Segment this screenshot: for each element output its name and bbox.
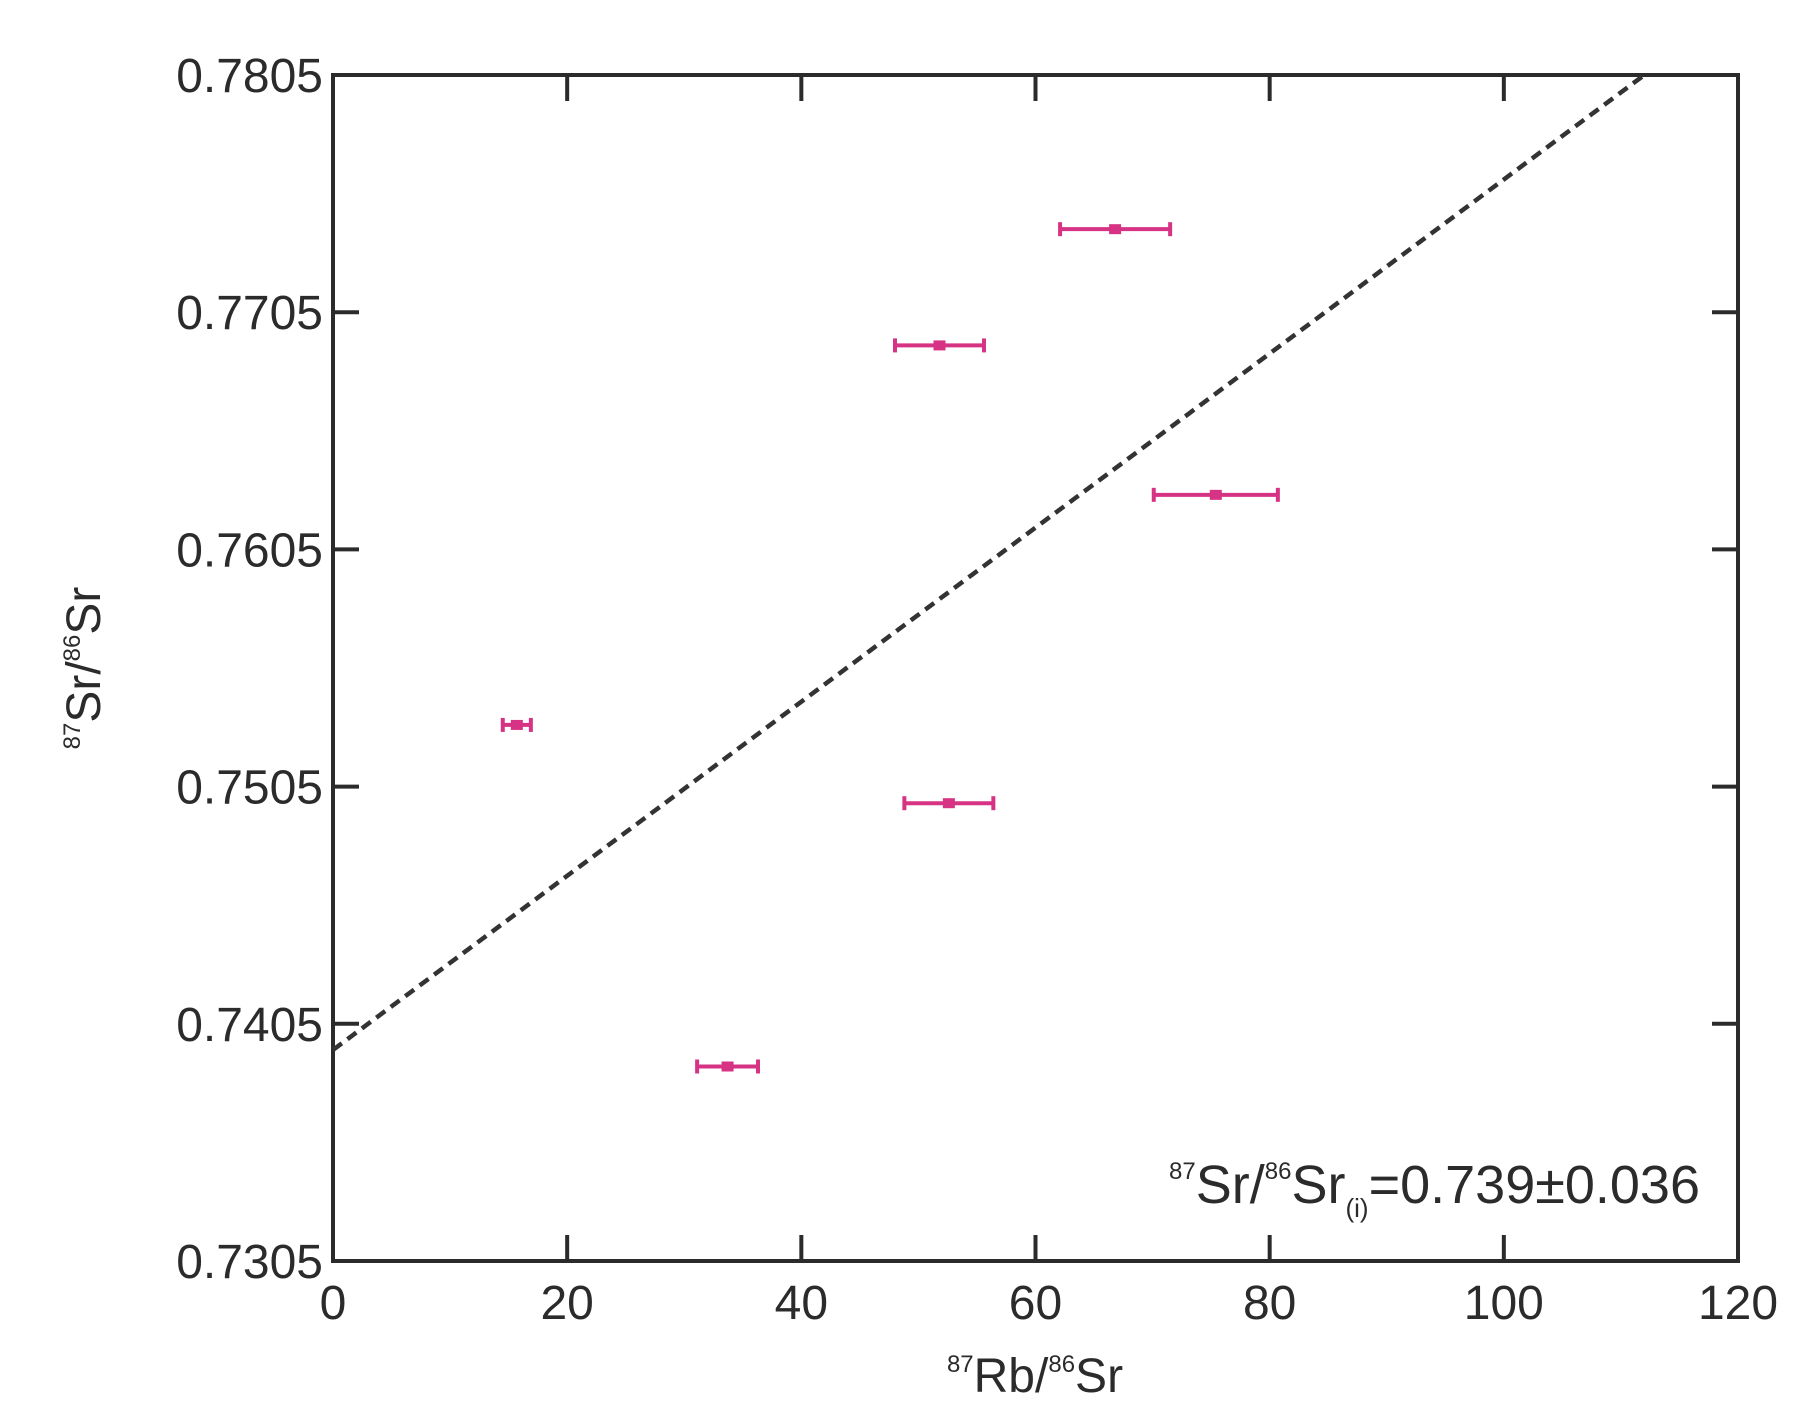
x-tick-label: 120 bbox=[1698, 1277, 1778, 1330]
point-marker bbox=[1209, 489, 1222, 500]
data-point-1 bbox=[500, 717, 533, 732]
y-tick-label: 0.7805 bbox=[176, 50, 323, 103]
y-tick-label: 0.7705 bbox=[176, 287, 323, 340]
data-point-2 bbox=[695, 1059, 761, 1074]
x-axis-ticks: 0 20 40 60 80 100 120 bbox=[320, 75, 1778, 1330]
x-tick-label: 100 bbox=[1464, 1277, 1544, 1330]
y-tick-label: 0.7305 bbox=[176, 1236, 323, 1289]
x-axis-title: 87Rb/86Sr bbox=[947, 1350, 1123, 1403]
x-tick-label: 80 bbox=[1243, 1277, 1296, 1330]
y-axis-ticks: 0.7305 0.7405 0.7505 0.7605 0.7705 0.7805 bbox=[176, 50, 1738, 1289]
data-point-5 bbox=[1058, 222, 1173, 237]
data-point-6 bbox=[1151, 487, 1280, 502]
x-tick-label: 20 bbox=[540, 1277, 593, 1330]
initial-ratio-annotation: 87Sr/86Sr(i)=0.739±0.036 bbox=[1169, 1155, 1700, 1223]
y-tick-label: 0.7405 bbox=[176, 999, 323, 1052]
point-marker bbox=[942, 798, 955, 809]
y-tick-label: 0.7605 bbox=[176, 524, 323, 577]
data-point-4 bbox=[893, 338, 986, 353]
point-marker bbox=[510, 719, 523, 730]
point-marker bbox=[1109, 224, 1122, 235]
point-marker bbox=[721, 1061, 734, 1072]
point-marker bbox=[933, 340, 946, 351]
x-tick-label: 40 bbox=[775, 1277, 828, 1330]
x-tick-label: 0 bbox=[320, 1277, 347, 1330]
plot-frame bbox=[331, 73, 1740, 1263]
isochron-line bbox=[331, 73, 1646, 1052]
y-tick-label: 0.7505 bbox=[176, 762, 323, 815]
data-point-3 bbox=[902, 796, 996, 811]
x-tick-label: 60 bbox=[1009, 1277, 1062, 1330]
data-points bbox=[500, 222, 1280, 1074]
y-axis-title: 87Sr/86Sr bbox=[58, 587, 111, 750]
